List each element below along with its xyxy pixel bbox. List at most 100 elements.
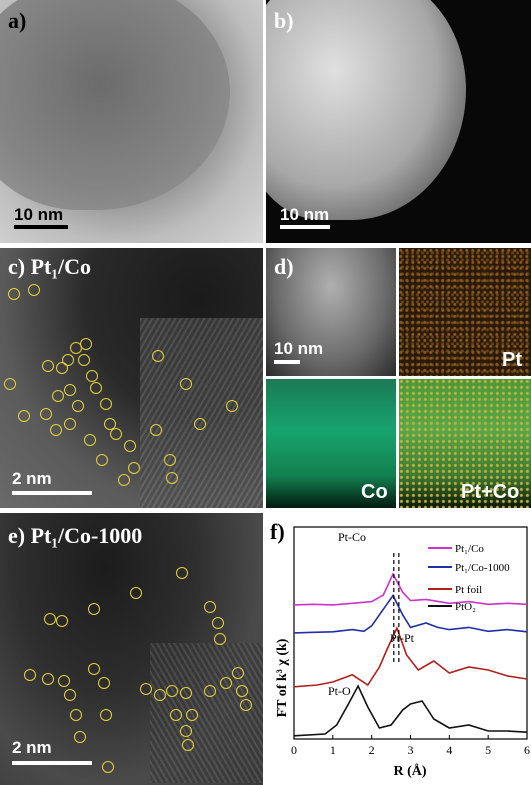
tile-pt-map [399, 248, 531, 376]
atom-marker-circle [128, 462, 140, 474]
scale-label-b: 10 nm [280, 205, 330, 224]
lattice-region [150, 643, 263, 783]
atom-marker-circle [64, 418, 76, 430]
legend-label: PtO₂ [455, 601, 476, 613]
atom-marker-circle [88, 663, 100, 675]
atom-marker-circle [84, 434, 96, 446]
scale-bar-e [12, 761, 92, 765]
atom-marker-circle [18, 410, 30, 422]
scale-label-d: 10 nm [274, 339, 324, 358]
scale-label-e: 2 nm [12, 738, 52, 757]
panel-d-eds-maps: d) 10 nm Pt Co Pt+Co [266, 248, 531, 508]
atom-marker-circle [52, 390, 64, 402]
atom-marker-circle [170, 709, 182, 721]
atom-marker-circle [86, 370, 98, 382]
atom-marker-circle [78, 354, 90, 366]
panel-e-hr-image: e) Pt₁/Co-1000 2 nm [0, 513, 263, 785]
atom-marker-circle [98, 677, 110, 689]
atom-marker-circle [42, 360, 54, 372]
panel-label-d: d) [274, 254, 294, 279]
atom-marker-circle [50, 424, 62, 436]
atom-marker-circle [64, 384, 76, 396]
atom-marker-circle [102, 761, 114, 773]
annotation-pt-co: Pt-Co [338, 530, 366, 544]
tile-label-co: Co [361, 481, 388, 503]
atom-marker-circle [70, 709, 82, 721]
panel-label-c: c) Pt₁/Co [8, 254, 91, 279]
atom-marker-circle [74, 731, 86, 743]
atom-marker-circle [232, 667, 244, 679]
scale-label-a: 10 nm [14, 205, 64, 224]
atom-marker-circle [24, 669, 36, 681]
panel-c-hr-image: c) Pt₁/Co 2 nm [0, 248, 263, 508]
atom-marker-circle [56, 615, 68, 627]
panel-label-b: b) [274, 8, 294, 33]
scale-bar-d [274, 360, 300, 364]
atom-marker-circle [96, 454, 108, 466]
atom-marker-circle [44, 613, 56, 625]
atom-marker-circle [140, 683, 152, 695]
tile-label-ptco: Pt+Co [461, 481, 520, 503]
atom-marker-circle [180, 378, 192, 390]
x-tick-label: 4 [446, 743, 452, 757]
atom-marker-circle [90, 382, 102, 394]
atom-marker-circle [204, 601, 216, 613]
x-tick-label: 1 [330, 743, 336, 757]
scale-bar-a [14, 225, 68, 229]
atom-marker-circle [164, 454, 176, 466]
atom-marker-circle [240, 699, 252, 711]
atom-marker-circle [154, 689, 166, 701]
atom-marker-circle [110, 428, 122, 440]
atom-marker-circle [166, 685, 178, 697]
legend-label: Pt foil [455, 584, 482, 596]
atom-marker-circle [8, 288, 20, 300]
legend-label: Pt₁/Co-1000 [455, 562, 510, 574]
series-line-0 [293, 572, 528, 606]
lattice-region [140, 318, 263, 508]
atom-marker-circle [100, 709, 112, 721]
atom-marker-circle [72, 400, 84, 412]
atom-marker-circle [42, 673, 54, 685]
tile-haadf [266, 248, 396, 376]
x-tick-label: 5 [485, 743, 491, 757]
x-tick-label: 6 [524, 743, 530, 757]
scale-label-c: 2 nm [12, 469, 52, 488]
atom-marker-circle [28, 284, 40, 296]
atom-marker-circle [176, 567, 188, 579]
particle-shape [0, 0, 230, 210]
panel-b-haadf-image: b) 10 nm [266, 0, 531, 243]
legend-label: Pt₁/Co [455, 543, 484, 555]
atom-marker-circle [214, 633, 226, 645]
atom-marker-circle [182, 739, 194, 751]
series-line-3 [293, 684, 528, 737]
atom-marker-circle [62, 354, 74, 366]
atom-marker-circle [130, 587, 142, 599]
atom-marker-circle [212, 617, 224, 629]
atom-marker-circle [88, 603, 100, 615]
series-line-2 [293, 625, 528, 688]
atom-marker-circle [56, 362, 68, 374]
atom-marker-circle [236, 685, 248, 697]
panel-label-a: a) [8, 8, 27, 33]
scale-bar-c [12, 491, 92, 495]
annotation-pt-pt: Pt-Pt [390, 631, 415, 645]
atom-marker-circle [180, 687, 192, 699]
atom-marker-circle [166, 472, 178, 484]
atom-marker-circle [220, 677, 232, 689]
x-tick-label: 2 [369, 743, 375, 757]
panel-label-e: e) Pt₁/Co-1000 [8, 523, 143, 548]
atom-marker-circle [40, 408, 52, 420]
tile-label-pt: Pt [502, 349, 522, 371]
panel-label-f: f) [270, 519, 285, 544]
atom-marker-circle [104, 418, 116, 430]
x-tick-label: 3 [408, 743, 414, 757]
x-axis-label: R (Å) [393, 763, 426, 779]
atom-marker-circle [4, 378, 16, 390]
atom-marker-circle [204, 685, 216, 697]
particle-bright [266, 0, 466, 220]
atom-marker-circle [124, 440, 136, 452]
atom-marker-circle [58, 675, 70, 687]
atom-marker-circle [194, 418, 206, 430]
